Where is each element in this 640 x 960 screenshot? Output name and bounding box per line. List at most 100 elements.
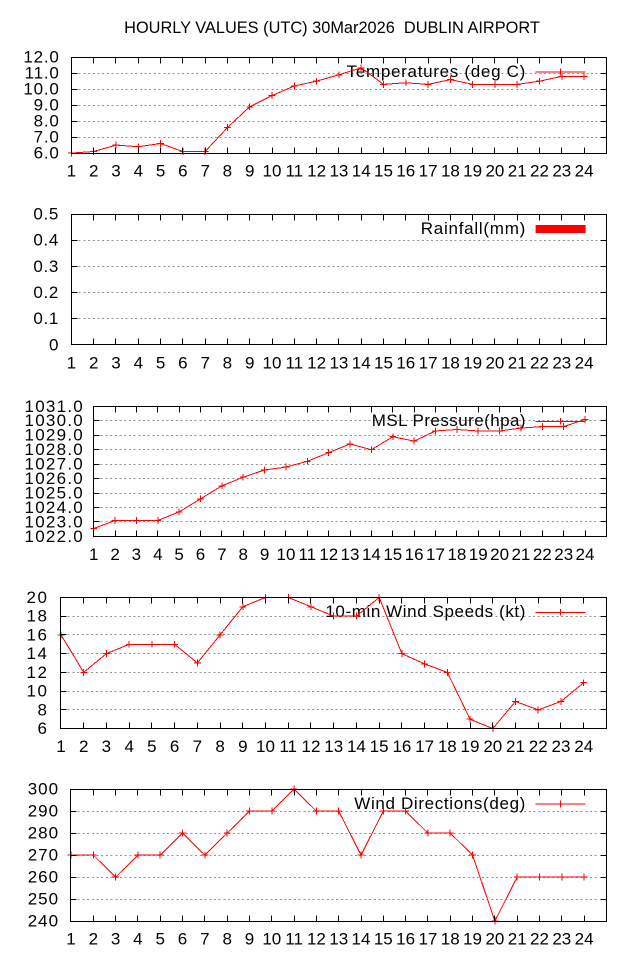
svg-text:0.5: 0.5: [33, 205, 59, 224]
svg-text:13: 13: [329, 354, 348, 373]
svg-text:1024.0: 1024.0: [25, 498, 85, 517]
svg-text:300: 300: [28, 780, 59, 799]
svg-text:4: 4: [153, 545, 162, 564]
svg-text:19: 19: [463, 354, 482, 373]
svg-text:6: 6: [170, 737, 179, 756]
svg-text:13: 13: [329, 162, 348, 181]
svg-text:14: 14: [352, 162, 371, 181]
svg-text:270: 270: [28, 846, 59, 865]
svg-text:7: 7: [200, 354, 209, 373]
svg-text:23: 23: [552, 162, 571, 181]
svg-text:9.0: 9.0: [34, 96, 60, 115]
svg-text:11: 11: [285, 162, 303, 181]
svg-text:20: 20: [485, 354, 504, 373]
svg-text:7: 7: [200, 162, 209, 181]
svg-text:16: 16: [396, 354, 415, 373]
svg-text:15: 15: [383, 545, 402, 564]
svg-text:14: 14: [347, 737, 366, 756]
svg-text:7: 7: [217, 545, 226, 564]
svg-text:3: 3: [111, 930, 120, 949]
svg-text:10: 10: [262, 930, 281, 949]
svg-text:18: 18: [447, 545, 466, 564]
svg-text:17: 17: [419, 354, 438, 373]
svg-text:16: 16: [26, 625, 48, 644]
svg-text:17: 17: [415, 737, 434, 756]
svg-text:290: 290: [28, 802, 59, 821]
svg-text:1023.0: 1023.0: [25, 512, 85, 531]
svg-text:17: 17: [419, 162, 438, 181]
svg-text:7: 7: [200, 930, 209, 949]
svg-text:0.3: 0.3: [33, 257, 59, 276]
svg-text:2: 2: [89, 162, 98, 181]
svg-text:7.0: 7.0: [34, 128, 60, 147]
svg-text:3: 3: [102, 737, 111, 756]
svg-text:5: 5: [147, 737, 156, 756]
svg-text:5: 5: [156, 354, 165, 373]
svg-text:20: 20: [26, 588, 48, 607]
svg-text:21: 21: [508, 354, 527, 373]
svg-text:10: 10: [256, 737, 275, 756]
svg-text:5: 5: [156, 162, 165, 181]
svg-text:13: 13: [324, 737, 343, 756]
svg-text:5: 5: [174, 545, 183, 564]
svg-text:22: 22: [530, 162, 549, 181]
svg-text:1028.0: 1028.0: [25, 440, 85, 459]
svg-text:9: 9: [260, 545, 269, 564]
svg-text:8: 8: [215, 737, 224, 756]
svg-text:6.0: 6.0: [34, 144, 60, 163]
svg-text:10: 10: [263, 162, 282, 181]
svg-text:12: 12: [307, 162, 326, 181]
svg-text:Temperatures (deg C): Temperatures (deg C): [347, 62, 526, 81]
svg-text:14: 14: [352, 930, 371, 949]
svg-text:1: 1: [89, 545, 98, 564]
svg-text:22: 22: [529, 737, 548, 756]
svg-text:18: 18: [441, 354, 460, 373]
svg-text:18: 18: [441, 162, 460, 181]
svg-text:15: 15: [374, 354, 393, 373]
svg-text:Rainfall(mm): Rainfall(mm): [421, 219, 526, 238]
svg-text:8: 8: [222, 930, 231, 949]
svg-text:18: 18: [441, 930, 460, 949]
svg-text:7: 7: [193, 737, 202, 756]
svg-text:5: 5: [155, 930, 164, 949]
svg-text:16: 16: [392, 737, 411, 756]
svg-text:23: 23: [554, 545, 573, 564]
svg-text:1025.0: 1025.0: [25, 484, 85, 503]
svg-text:6: 6: [196, 545, 205, 564]
svg-text:12: 12: [307, 354, 326, 373]
svg-text:10-min Wind Speeds (kt): 10-min Wind Speeds (kt): [325, 602, 526, 621]
svg-text:9: 9: [245, 930, 254, 949]
svg-text:3: 3: [132, 545, 141, 564]
svg-text:10: 10: [26, 682, 48, 701]
svg-text:250: 250: [28, 890, 59, 909]
svg-text:16: 16: [396, 930, 415, 949]
svg-text:0.2: 0.2: [33, 283, 59, 302]
svg-text:1026.0: 1026.0: [25, 469, 85, 488]
svg-text:23: 23: [552, 737, 571, 756]
svg-text:22: 22: [530, 354, 549, 373]
svg-text:8: 8: [38, 700, 49, 719]
svg-text:4: 4: [124, 737, 133, 756]
svg-text:24: 24: [575, 354, 594, 373]
svg-text:12.0: 12.0: [23, 48, 59, 67]
svg-text:20: 20: [483, 737, 502, 756]
svg-text:4: 4: [133, 930, 142, 949]
svg-text:1029.0: 1029.0: [25, 426, 85, 445]
svg-text:8.0: 8.0: [34, 112, 60, 131]
svg-text:12: 12: [319, 545, 338, 564]
svg-text:0: 0: [49, 335, 59, 354]
svg-text:11: 11: [285, 354, 303, 373]
svg-text:21: 21: [508, 930, 527, 949]
svg-text:280: 280: [28, 824, 59, 843]
svg-text:260: 260: [28, 868, 59, 887]
svg-text:23: 23: [552, 930, 571, 949]
svg-text:17: 17: [426, 545, 445, 564]
svg-text:14: 14: [26, 644, 48, 663]
svg-text:13: 13: [329, 930, 348, 949]
svg-text:11: 11: [298, 545, 316, 564]
svg-text:9: 9: [238, 737, 247, 756]
svg-text:24: 24: [575, 162, 594, 181]
svg-text:19: 19: [469, 545, 488, 564]
svg-text:13: 13: [341, 545, 360, 564]
svg-text:1031.0: 1031.0: [25, 397, 85, 416]
